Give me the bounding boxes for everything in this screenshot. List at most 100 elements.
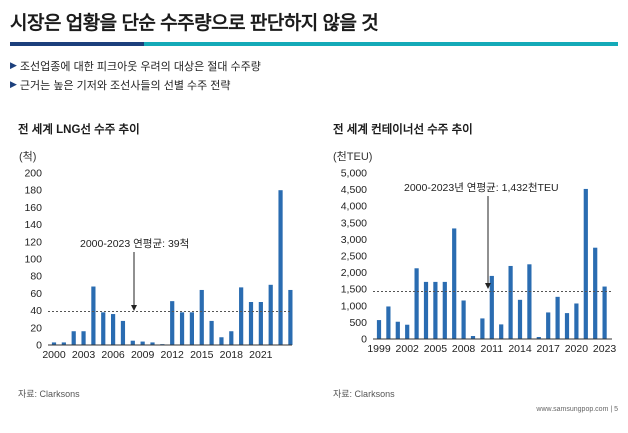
lng-chart-source: 자료: Clarksons bbox=[18, 389, 80, 399]
container-chart-source: 자료: Clarksons bbox=[333, 389, 395, 399]
page-title: 시장은 업황을 단순 수주량으로 판단하지 않을 것 bbox=[10, 13, 379, 34]
x-tick-label: 2006 bbox=[101, 349, 125, 361]
bar bbox=[433, 281, 438, 339]
x-tick-label: 2009 bbox=[131, 349, 155, 361]
bar bbox=[593, 247, 598, 339]
bar bbox=[248, 302, 254, 345]
y-tick-label: 1,500 bbox=[341, 284, 367, 296]
title-rule-light bbox=[144, 42, 618, 46]
x-tick-label: 2002 bbox=[396, 343, 420, 355]
x-tick-label: 2023 bbox=[593, 343, 617, 355]
average-arrowhead-icon bbox=[485, 283, 491, 289]
bullet-item: ▶ 근거는 높은 기저와 조선사들의 선별 수주 전략 bbox=[10, 75, 261, 94]
y-tick-label: 120 bbox=[24, 236, 42, 248]
triangle-bullet-icon: ▶ bbox=[10, 60, 17, 70]
y-tick-label: 500 bbox=[349, 317, 367, 329]
y-tick-label: 200 bbox=[24, 168, 42, 180]
average-label: 2000-2023 연평균: 39척 bbox=[80, 238, 189, 250]
bar bbox=[219, 337, 224, 345]
bar bbox=[170, 301, 175, 345]
bullet-list: ▶ 조선업종에 대한 피크아웃 우려의 대상은 절대 수주량 ▶ 근거는 높은 … bbox=[10, 56, 261, 94]
container-chart: 0 500 1,000 1,500 2,000 2,500 3,000 3,500 4,000 4… bbox=[341, 168, 617, 356]
y-tick-label: 100 bbox=[24, 254, 42, 266]
y-tick-label: 40 bbox=[30, 305, 42, 317]
bar bbox=[602, 286, 607, 339]
bar bbox=[111, 314, 116, 345]
title-rule-dark bbox=[10, 42, 144, 46]
x-tick-label: 2003 bbox=[72, 349, 96, 361]
bar bbox=[423, 281, 429, 339]
triangle-bullet-icon: ▶ bbox=[10, 79, 17, 89]
y-tick-label: 2,500 bbox=[341, 251, 367, 263]
y-tick-label: 1,000 bbox=[341, 300, 367, 312]
lng-chart-unit: (척) bbox=[19, 151, 37, 163]
y-tick-label: 3,000 bbox=[341, 234, 367, 246]
x-tick-label: 2014 bbox=[508, 343, 532, 355]
bar bbox=[140, 341, 145, 345]
bullet-item: ▶ 조선업종에 대한 피크아웃 우려의 대상은 절대 수주량 bbox=[10, 56, 261, 75]
bar bbox=[546, 312, 551, 339]
x-tick-label: 2005 bbox=[424, 343, 448, 355]
x-tick-label: 2011 bbox=[481, 343, 504, 355]
bar bbox=[51, 342, 57, 345]
bar bbox=[574, 303, 579, 339]
bar bbox=[81, 331, 86, 345]
bullet-text: 근거는 높은 기저와 조선사들의 선별 수주 전략 bbox=[19, 79, 231, 92]
bar bbox=[179, 312, 185, 345]
bar bbox=[527, 264, 532, 339]
bar bbox=[376, 320, 382, 339]
lng-chart: 0 20 40 60 80 100 120 140 160 180 200 2000 2003 2006 2… bbox=[24, 168, 293, 361]
bar bbox=[452, 228, 457, 339]
bar bbox=[101, 312, 106, 345]
bar bbox=[239, 287, 244, 345]
bar bbox=[499, 324, 504, 339]
bar bbox=[91, 286, 96, 345]
bar bbox=[288, 289, 293, 345]
bar bbox=[130, 340, 135, 345]
bar bbox=[414, 268, 419, 339]
bar bbox=[395, 321, 400, 339]
y-tick-label: 140 bbox=[24, 219, 42, 231]
bar bbox=[150, 342, 155, 345]
bar bbox=[120, 320, 126, 345]
x-tick-label: 2012 bbox=[161, 349, 185, 361]
bar bbox=[536, 337, 541, 339]
bar bbox=[583, 188, 588, 339]
x-tick-label: 2020 bbox=[565, 343, 589, 355]
lng-chart-title: 전 세계 LNG선 수주 추이 bbox=[18, 124, 140, 136]
bar bbox=[386, 306, 391, 339]
average-arrowhead-icon bbox=[131, 305, 137, 311]
average-label: 2000-2023년 연평균: 1,432천TEU bbox=[404, 182, 559, 194]
bar bbox=[405, 324, 410, 339]
y-tick-label: 60 bbox=[30, 288, 42, 300]
x-tick-label: 1999 bbox=[367, 343, 391, 355]
y-tick-label: 2,000 bbox=[341, 267, 367, 279]
bar bbox=[268, 284, 273, 345]
footer-page-info: www.samsungpop.com | 5 bbox=[536, 406, 618, 413]
y-tick-label: 5,000 bbox=[341, 168, 367, 180]
bar bbox=[517, 299, 523, 339]
bar bbox=[480, 318, 485, 339]
bar bbox=[564, 313, 570, 339]
y-tick-label: 80 bbox=[30, 271, 42, 283]
bar bbox=[508, 265, 513, 339]
bar bbox=[278, 190, 283, 345]
bar bbox=[461, 300, 466, 339]
container-chart-title: 전 세계 컨테이너선 수주 추이 bbox=[333, 124, 473, 136]
bar bbox=[209, 320, 214, 345]
bar bbox=[555, 296, 560, 339]
bar bbox=[199, 289, 204, 345]
y-tick-label: 180 bbox=[24, 185, 42, 197]
x-tick-label: 2018 bbox=[220, 349, 244, 361]
bar bbox=[442, 281, 447, 339]
y-tick-label: 3,500 bbox=[341, 217, 367, 229]
y-tick-label: 0 bbox=[36, 340, 42, 352]
bar bbox=[258, 302, 263, 345]
y-tick-label: 4,000 bbox=[341, 201, 367, 213]
bullet-text: 조선업종에 대한 피크아웃 우려의 대상은 절대 수주량 bbox=[19, 60, 261, 73]
y-tick-label: 20 bbox=[30, 322, 42, 334]
y-tick-label: 160 bbox=[24, 202, 42, 214]
x-tick-label: 2021 bbox=[249, 349, 273, 361]
x-tick-label: 2008 bbox=[452, 343, 476, 355]
x-tick-label: 2000 bbox=[42, 349, 66, 361]
